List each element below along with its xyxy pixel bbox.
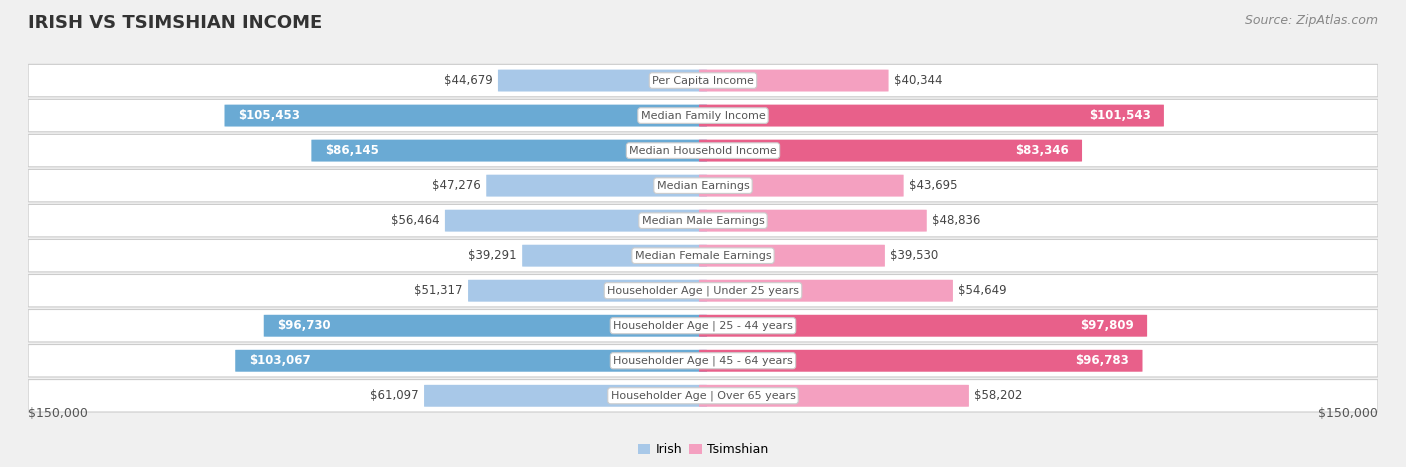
Text: $150,000: $150,000 (28, 407, 89, 420)
Text: Median Male Earnings: Median Male Earnings (641, 216, 765, 226)
Text: Householder Age | 45 - 64 years: Householder Age | 45 - 64 years (613, 355, 793, 366)
Text: $44,679: $44,679 (444, 74, 492, 87)
Text: Median Earnings: Median Earnings (657, 181, 749, 191)
Text: $61,097: $61,097 (370, 389, 419, 402)
Text: $56,464: $56,464 (391, 214, 440, 227)
Text: Median Female Earnings: Median Female Earnings (634, 251, 772, 261)
FancyBboxPatch shape (699, 175, 904, 197)
Text: $39,530: $39,530 (890, 249, 939, 262)
FancyBboxPatch shape (699, 70, 889, 92)
Text: $103,067: $103,067 (249, 354, 311, 367)
Text: $101,543: $101,543 (1088, 109, 1150, 122)
FancyBboxPatch shape (28, 275, 1378, 307)
FancyBboxPatch shape (28, 345, 1378, 377)
Text: $47,276: $47,276 (432, 179, 481, 192)
Text: $54,649: $54,649 (959, 284, 1007, 297)
FancyBboxPatch shape (699, 105, 1164, 127)
FancyBboxPatch shape (28, 205, 1378, 237)
Text: $39,291: $39,291 (468, 249, 517, 262)
Text: Householder Age | 25 - 44 years: Householder Age | 25 - 44 years (613, 320, 793, 331)
FancyBboxPatch shape (28, 134, 1378, 167)
Text: $150,000: $150,000 (1317, 407, 1378, 420)
Text: Median Family Income: Median Family Income (641, 111, 765, 120)
Text: $96,730: $96,730 (277, 319, 330, 332)
Text: $105,453: $105,453 (238, 109, 299, 122)
FancyBboxPatch shape (699, 315, 1147, 337)
Text: IRISH VS TSIMSHIAN INCOME: IRISH VS TSIMSHIAN INCOME (28, 14, 322, 32)
Text: $96,783: $96,783 (1076, 354, 1129, 367)
FancyBboxPatch shape (311, 140, 707, 162)
Text: $83,346: $83,346 (1015, 144, 1069, 157)
FancyBboxPatch shape (699, 245, 884, 267)
Text: $97,809: $97,809 (1080, 319, 1133, 332)
FancyBboxPatch shape (28, 99, 1378, 132)
Text: $43,695: $43,695 (910, 179, 957, 192)
FancyBboxPatch shape (425, 385, 707, 407)
Text: Source: ZipAtlas.com: Source: ZipAtlas.com (1244, 14, 1378, 27)
FancyBboxPatch shape (699, 385, 969, 407)
FancyBboxPatch shape (699, 280, 953, 302)
Text: Per Capita Income: Per Capita Income (652, 76, 754, 85)
FancyBboxPatch shape (498, 70, 707, 92)
FancyBboxPatch shape (486, 175, 707, 197)
FancyBboxPatch shape (28, 64, 1378, 97)
FancyBboxPatch shape (28, 240, 1378, 272)
FancyBboxPatch shape (699, 350, 1143, 372)
FancyBboxPatch shape (522, 245, 707, 267)
Text: Median Household Income: Median Household Income (628, 146, 778, 156)
FancyBboxPatch shape (444, 210, 707, 232)
Text: $51,317: $51,317 (415, 284, 463, 297)
FancyBboxPatch shape (28, 310, 1378, 342)
Text: $58,202: $58,202 (974, 389, 1022, 402)
Text: Householder Age | Under 25 years: Householder Age | Under 25 years (607, 285, 799, 296)
Text: $40,344: $40,344 (894, 74, 942, 87)
Text: Householder Age | Over 65 years: Householder Age | Over 65 years (610, 390, 796, 401)
FancyBboxPatch shape (28, 380, 1378, 412)
FancyBboxPatch shape (699, 210, 927, 232)
FancyBboxPatch shape (468, 280, 707, 302)
FancyBboxPatch shape (264, 315, 707, 337)
Text: $86,145: $86,145 (325, 144, 378, 157)
FancyBboxPatch shape (28, 170, 1378, 202)
Legend: Irish, Tsimshian: Irish, Tsimshian (633, 439, 773, 461)
FancyBboxPatch shape (235, 350, 707, 372)
Text: $48,836: $48,836 (932, 214, 980, 227)
FancyBboxPatch shape (225, 105, 707, 127)
FancyBboxPatch shape (699, 140, 1083, 162)
